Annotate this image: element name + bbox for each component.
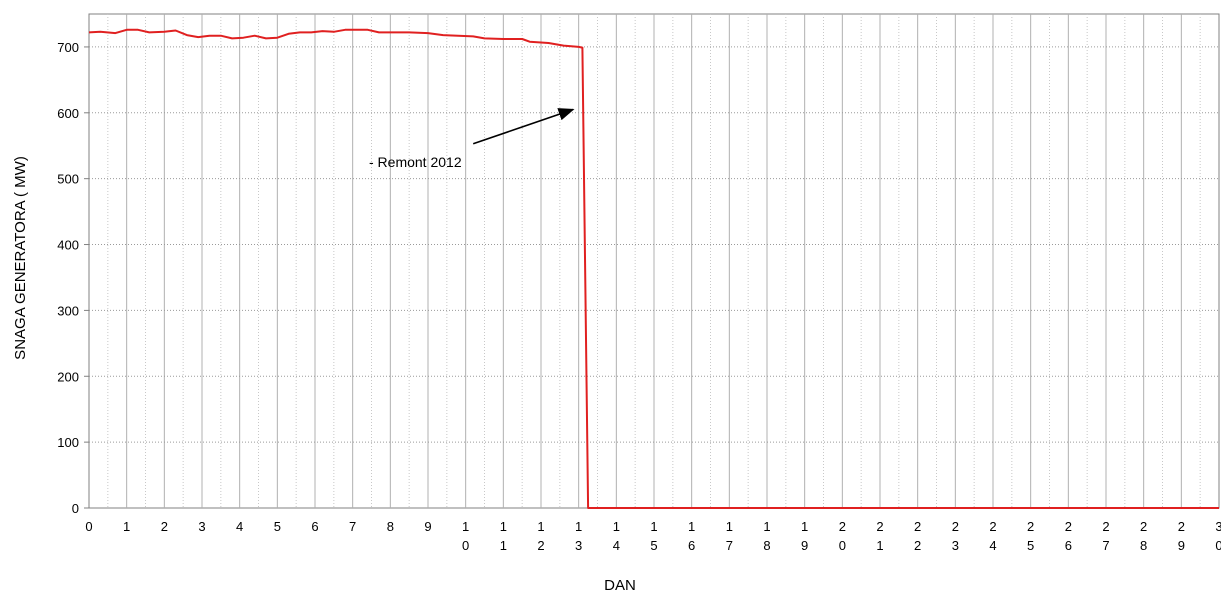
x-tick-label: 2 [839, 519, 846, 534]
x-tick-label: 3 [198, 519, 205, 534]
x-tick-label: 2 [1102, 519, 1109, 534]
x-tick-label: 3 [1215, 519, 1221, 534]
x-tick-label: 6 [311, 519, 318, 534]
x-tick-label: 4 [989, 538, 996, 553]
x-tick-label: 8 [763, 538, 770, 553]
x-tick-label: 9 [1178, 538, 1185, 553]
x-tick-label: 9 [424, 519, 431, 534]
x-tick-label: 7 [349, 519, 356, 534]
x-tick-label: 2 [537, 538, 544, 553]
x-tick-label: 1 [500, 538, 507, 553]
x-tick-label: 2 [1140, 519, 1147, 534]
x-tick-label: 6 [688, 538, 695, 553]
x-tick-label: 2 [1027, 519, 1034, 534]
x-tick-label: 4 [613, 538, 620, 553]
y-axis-title: SNAGA GENERATORA ( MW) [12, 156, 29, 360]
x-tick-label: 1 [123, 519, 130, 534]
x-tick-label: 1 [575, 519, 582, 534]
x-tick-label: 0 [462, 538, 469, 553]
x-tick-labels: 0 1 2 3 4 5 6 7 8 9 101112131415161718192021222324… [85, 519, 1221, 553]
x-tick-label: 2 [161, 519, 168, 534]
x-tick-label: 5 [650, 538, 657, 553]
x-tick-label: 1 [726, 519, 733, 534]
x-tick-label: 0 [85, 519, 92, 534]
x-tick-label: 0 [1215, 538, 1221, 553]
y-tick-labels: 0 100 200 300 400 500 600 700 [57, 40, 89, 516]
x-tick-label: 1 [876, 538, 883, 553]
x-tick-label: 7 [726, 538, 733, 553]
series-line [88, 28, 1219, 509]
x-tick-label: 2 [989, 519, 996, 534]
x-tick-label: 6 [1065, 538, 1072, 553]
annotation-arrow [472, 108, 575, 145]
x-tick-label: 5 [274, 519, 281, 534]
x-tick-label: 2 [876, 519, 883, 534]
x-tick-label: 2 [952, 519, 959, 534]
x-tick-label: 3 [952, 538, 959, 553]
annotation-label: - Remont 2012 [369, 154, 462, 170]
x-tick-label: 1 [801, 519, 808, 534]
x-tick-label: 1 [763, 519, 770, 534]
y-tick-label: 300 [57, 303, 79, 318]
x-tick-label: 5 [1027, 538, 1034, 553]
x-tick-label: 2 [1178, 519, 1185, 534]
x-tick-label: 1 [688, 519, 695, 534]
x-tick-label: 1 [650, 519, 657, 534]
y-tick-label: 100 [57, 435, 79, 450]
x-tick-label: 2 [914, 519, 921, 534]
y-tick-label: 400 [57, 238, 79, 253]
x-tick-label: 2 [914, 538, 921, 553]
x-tick-label: 1 [462, 519, 469, 534]
y-tick-label: 500 [57, 172, 79, 187]
x-tick-label: 1 [613, 519, 620, 534]
x-axis-title: DAN [604, 577, 636, 594]
x-tick-label: 8 [1140, 538, 1147, 553]
y-tick-label: 700 [57, 40, 79, 55]
x-tick-label: 8 [387, 519, 394, 534]
y-tick-label: 200 [57, 369, 79, 384]
x-tick-label: 7 [1102, 538, 1109, 553]
x-tick-label: 3 [575, 538, 582, 553]
annotation: - Remont 2012 [369, 108, 575, 170]
x-tick-label: 4 [236, 519, 243, 534]
gridlines [89, 14, 1219, 508]
series-layer [88, 28, 1219, 509]
x-tick-label: 0 [839, 538, 846, 553]
x-tick-label: 9 [801, 538, 808, 553]
y-tick-label: 0 [72, 501, 79, 516]
x-tick-label: 2 [1065, 519, 1072, 534]
x-tick-label: 1 [537, 519, 544, 534]
x-tick-label: 1 [500, 519, 507, 534]
y-tick-label: 600 [57, 106, 79, 121]
